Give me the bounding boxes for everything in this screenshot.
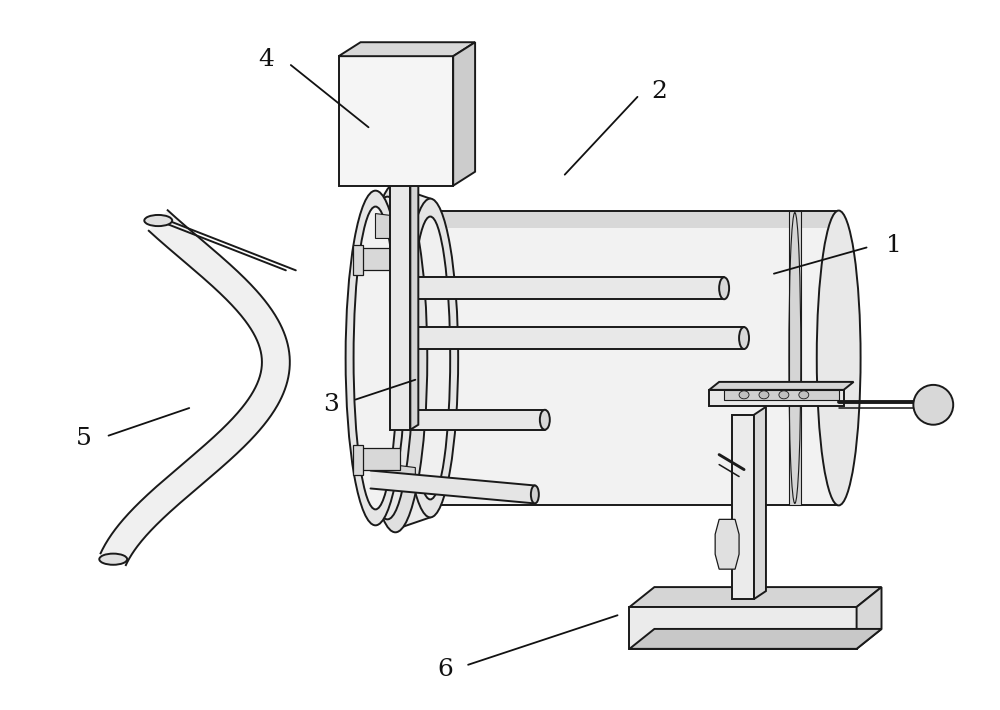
Text: 3: 3	[323, 393, 339, 416]
Ellipse shape	[408, 211, 452, 506]
Ellipse shape	[410, 217, 450, 499]
Polygon shape	[732, 415, 754, 599]
Ellipse shape	[144, 215, 172, 226]
Ellipse shape	[360, 211, 399, 506]
Ellipse shape	[913, 385, 953, 425]
Text: 1: 1	[886, 234, 901, 257]
Polygon shape	[339, 42, 475, 56]
Polygon shape	[339, 56, 453, 186]
Ellipse shape	[779, 391, 789, 399]
Polygon shape	[371, 471, 535, 503]
Ellipse shape	[759, 391, 769, 399]
Polygon shape	[754, 407, 766, 599]
Text: 4: 4	[258, 48, 274, 71]
Text: 5: 5	[76, 427, 92, 450]
Polygon shape	[375, 463, 415, 488]
Polygon shape	[410, 141, 418, 430]
Text: 2: 2	[651, 80, 667, 104]
Polygon shape	[709, 390, 844, 406]
Polygon shape	[629, 607, 857, 649]
Ellipse shape	[719, 278, 729, 299]
Polygon shape	[709, 382, 854, 390]
Polygon shape	[353, 444, 363, 474]
Ellipse shape	[99, 554, 127, 564]
Ellipse shape	[403, 327, 413, 349]
Polygon shape	[395, 187, 430, 530]
Ellipse shape	[540, 410, 550, 430]
Ellipse shape	[531, 486, 539, 503]
Ellipse shape	[402, 199, 458, 518]
Ellipse shape	[362, 197, 413, 519]
Polygon shape	[629, 629, 882, 649]
Ellipse shape	[364, 184, 427, 532]
Polygon shape	[857, 587, 882, 649]
Ellipse shape	[373, 199, 417, 518]
Ellipse shape	[346, 191, 405, 525]
Polygon shape	[390, 146, 410, 430]
Ellipse shape	[799, 391, 809, 399]
Polygon shape	[375, 214, 415, 239]
Polygon shape	[408, 410, 545, 430]
Polygon shape	[453, 42, 475, 186]
Polygon shape	[789, 211, 801, 506]
Polygon shape	[356, 248, 400, 271]
Ellipse shape	[817, 211, 861, 506]
Polygon shape	[430, 211, 839, 229]
Polygon shape	[400, 278, 724, 299]
Polygon shape	[724, 390, 839, 400]
Ellipse shape	[366, 187, 425, 530]
Ellipse shape	[739, 391, 749, 399]
Ellipse shape	[739, 327, 749, 349]
Polygon shape	[101, 210, 290, 565]
Polygon shape	[715, 519, 739, 569]
Polygon shape	[408, 327, 744, 349]
Polygon shape	[353, 246, 363, 275]
Ellipse shape	[395, 278, 405, 299]
Polygon shape	[629, 587, 882, 607]
Text: 6: 6	[437, 658, 453, 681]
Polygon shape	[430, 211, 839, 506]
Polygon shape	[356, 447, 400, 469]
Ellipse shape	[354, 207, 397, 509]
Ellipse shape	[403, 410, 413, 430]
